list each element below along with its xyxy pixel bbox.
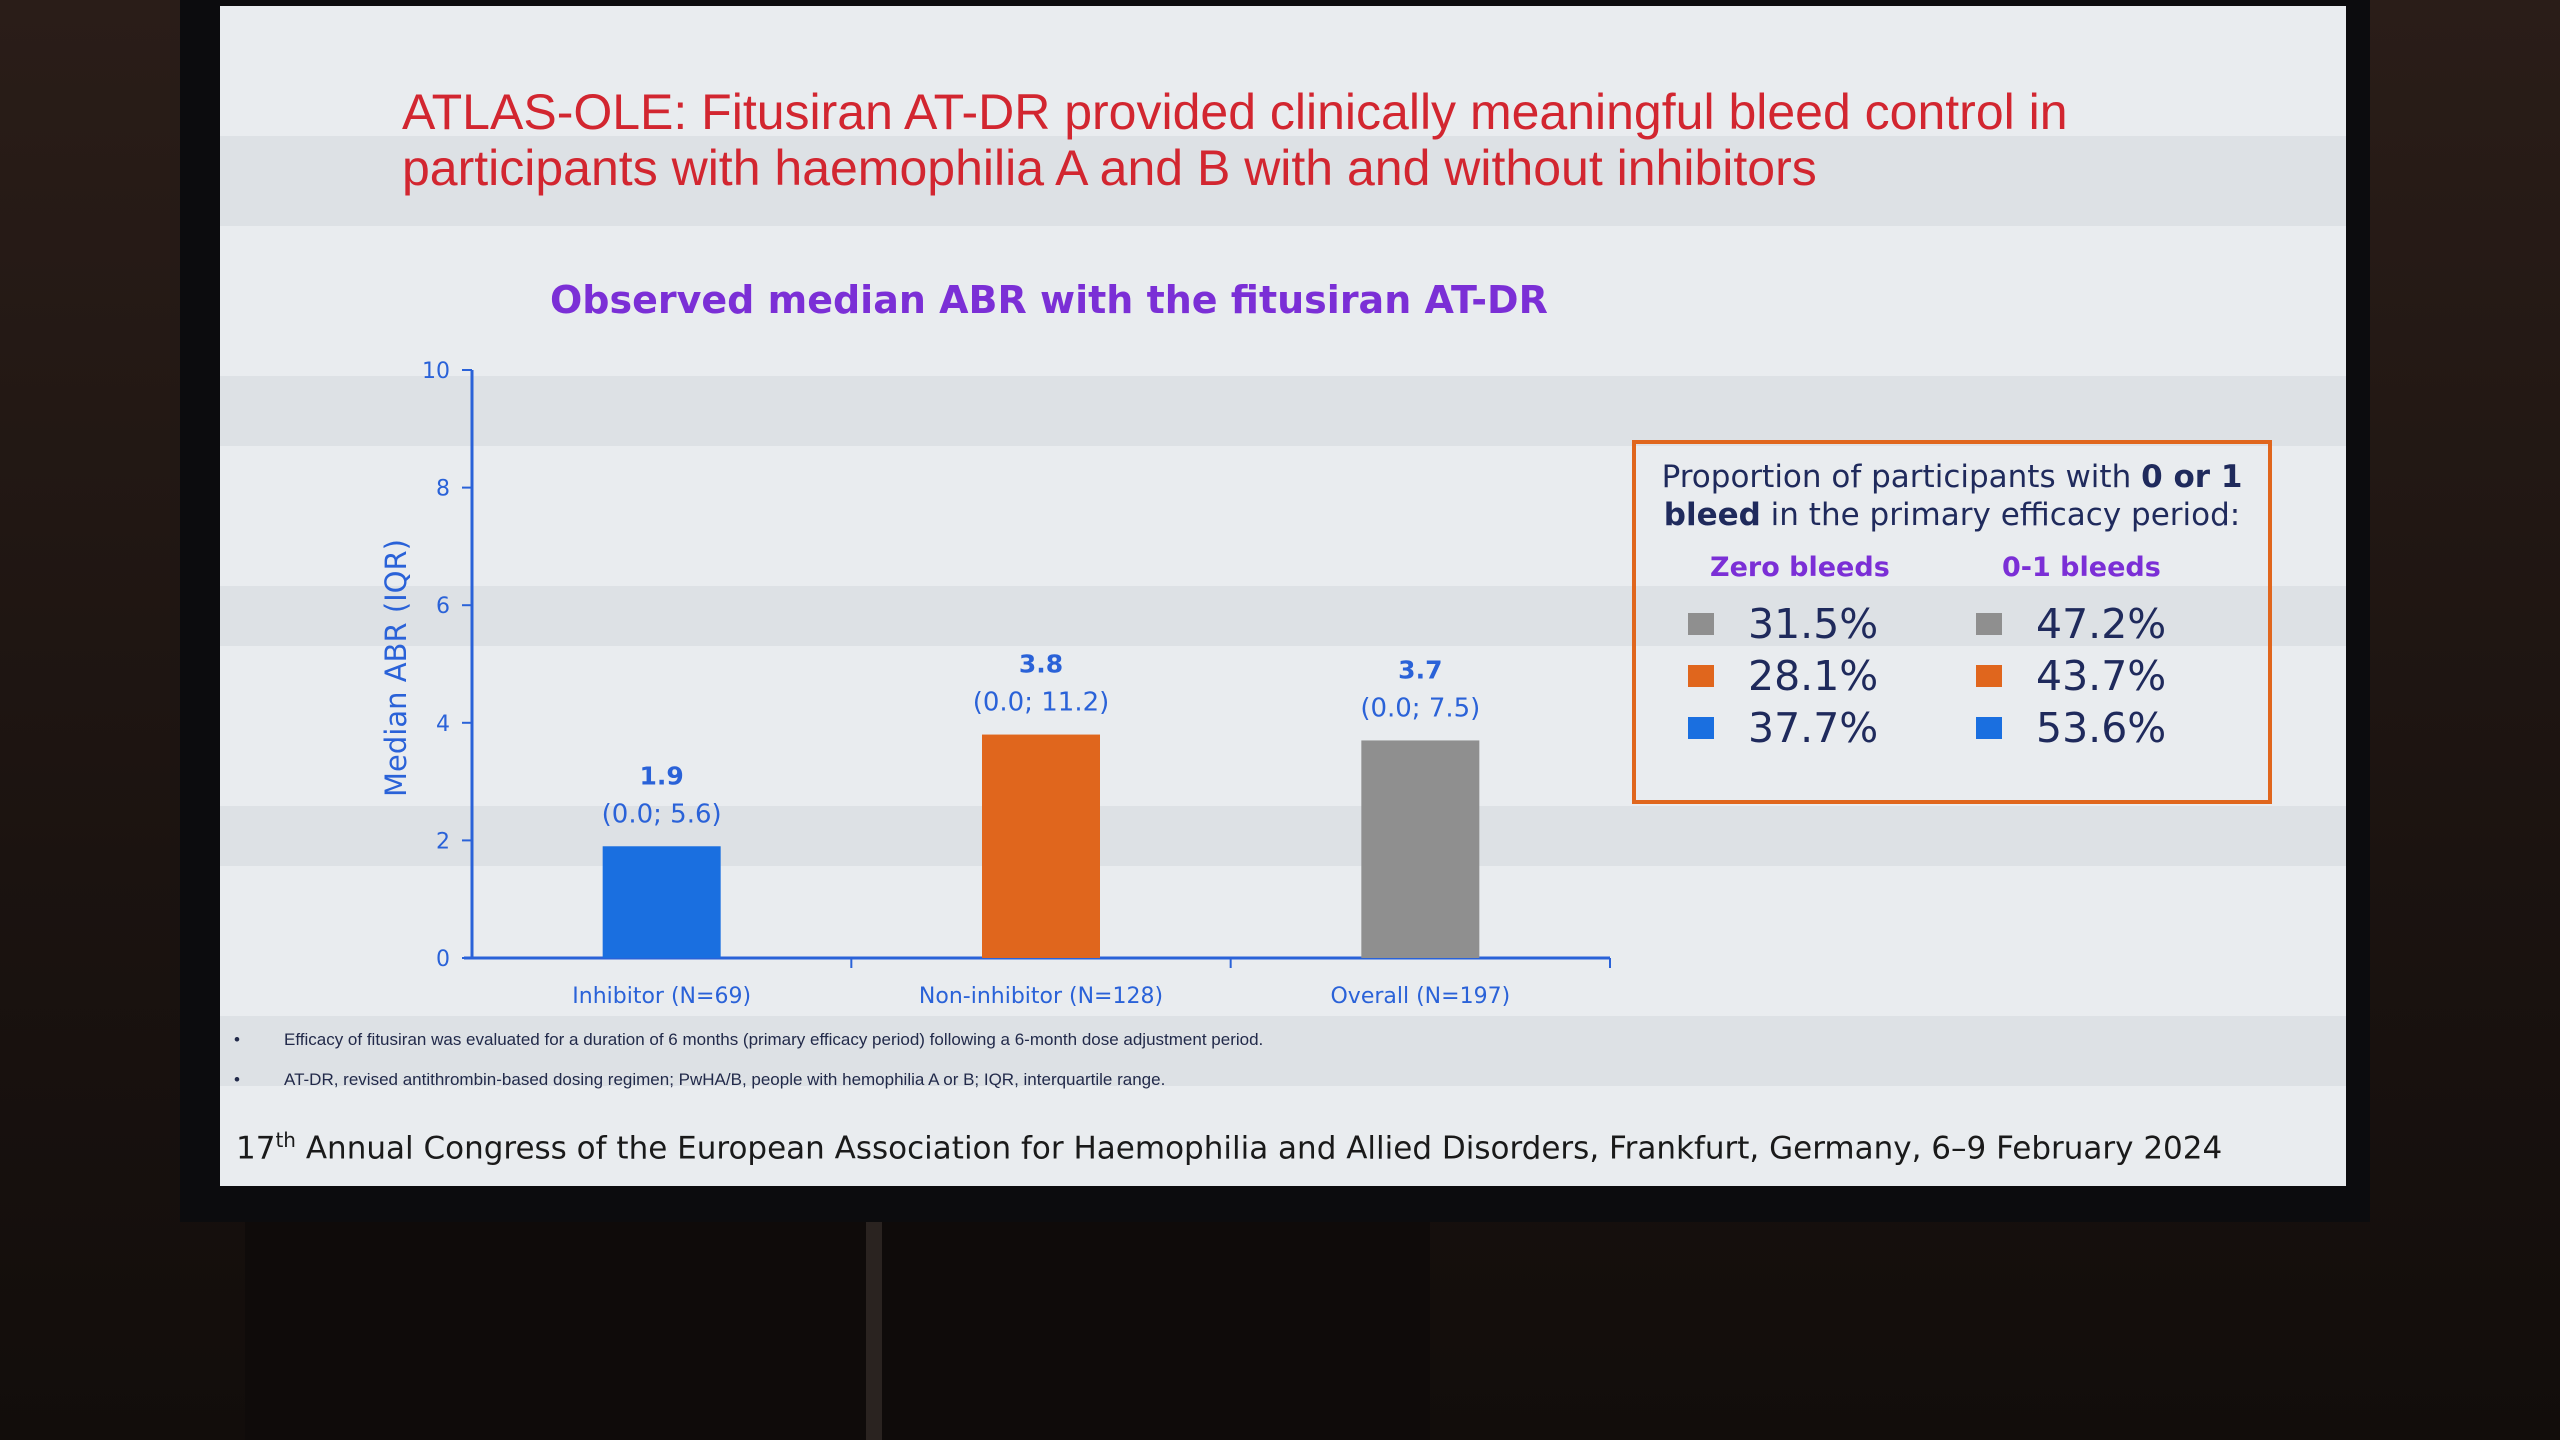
y-tick-label: 4 xyxy=(436,712,450,737)
box-heading-bold-1: 0 or 1 xyxy=(2141,459,2243,495)
y-tick-label: 8 xyxy=(436,477,450,502)
zero-bleeds-value: 37.7% xyxy=(1748,704,1879,752)
zero-bleeds-header: Zero bleeds xyxy=(1710,552,1890,583)
screen-scanline-band xyxy=(220,376,2346,446)
footnote-item: • AT-DR, revised antithrombin-based dosi… xyxy=(234,1070,2034,1110)
legend-swatch-blue xyxy=(1688,717,1714,739)
zero-one-bleeds-row-non-inhibitor: 43.7% xyxy=(1976,652,2166,700)
zero-bleeds-row-inhibitor: 37.7% xyxy=(1688,704,1878,752)
y-axis-label: Median ABR (IQR) xyxy=(379,539,413,797)
legend-swatch-gray xyxy=(1976,613,2002,635)
bar-value-label: 1.9 xyxy=(640,761,684,790)
footnote-text: Efficacy of fitusiran was evaluated for … xyxy=(284,1030,1264,1049)
zero-one-bleeds-header: 0-1 bleeds xyxy=(2002,552,2161,583)
bar-1 xyxy=(602,846,721,958)
footnote-text: AT-DR, revised antithrombin-based dosing… xyxy=(284,1070,1166,1089)
efficacy-proportion-box: Proportion of participants with 0 or 1 b… xyxy=(1632,440,2272,804)
legend-swatch-orange xyxy=(1688,665,1714,687)
legend-swatch-orange xyxy=(1976,665,2002,687)
footnote-item: • Efficacy of fitusiran was evaluated fo… xyxy=(234,1030,2034,1070)
bar-3 xyxy=(1361,740,1480,958)
bar-iqr-label: (0.0; 5.6) xyxy=(602,799,722,829)
bar-value-label: 3.8 xyxy=(1019,650,1063,679)
screen-scanline-band xyxy=(220,136,2346,226)
display-stand xyxy=(245,1222,1430,1440)
footnote-bullet: • xyxy=(234,1030,240,1049)
chart-title: Observed median ABR with the fitusiran A… xyxy=(550,278,1548,322)
bar-iqr-label: (0.0; 7.5) xyxy=(1360,693,1480,723)
bar-value-label: 3.7 xyxy=(1398,655,1442,684)
x-category-label: Inhibitor (N=69) xyxy=(572,984,751,1009)
stand-pole xyxy=(866,1222,882,1440)
slide-title-line-2: participants with haemophilia A and B wi… xyxy=(402,140,1817,196)
y-tick-label: 2 xyxy=(436,829,450,854)
zero-one-bleeds-value: 53.6% xyxy=(2036,704,2167,752)
bar-2 xyxy=(982,734,1100,958)
footer-text: Annual Congress of the European Associat… xyxy=(295,1130,2223,1167)
x-category-label: Overall (N=197) xyxy=(1330,984,1510,1009)
y-tick-label: 10 xyxy=(422,359,450,384)
zero-one-bleeds-row-inhibitor: 53.6% xyxy=(1976,704,2166,752)
box-heading-pre: Proportion of participants with xyxy=(1661,459,2142,495)
zero-bleeds-row-non-inhibitor: 28.1% xyxy=(1688,652,1878,700)
screen-scanline-band xyxy=(220,1016,2346,1086)
zero-one-bleeds-row-overall: 47.2% xyxy=(1976,600,2166,648)
legend-swatch-gray xyxy=(1688,613,1714,635)
footer-ordinal-suffix: th xyxy=(275,1128,296,1152)
legend-swatch-blue xyxy=(1976,717,2002,739)
x-category-label: Non-inhibitor (N=128) xyxy=(919,984,1163,1009)
zero-bleeds-row-overall: 31.5% xyxy=(1688,600,1878,648)
footnotes: • Efficacy of fitusiran was evaluated fo… xyxy=(234,1030,2034,1110)
box-heading-bold-2: bleed xyxy=(1663,497,1761,533)
zero-one-bleeds-value: 43.7% xyxy=(2036,652,2167,700)
footnote-bullet: • xyxy=(234,1070,240,1089)
box-heading-post: in the primary efficacy period: xyxy=(1760,497,2241,533)
presentation-slide: ATLAS-OLE: Fitusiran AT-DR provided clin… xyxy=(220,6,2346,1186)
zero-bleeds-value: 28.1% xyxy=(1748,652,1879,700)
slide-title: ATLAS-OLE: Fitusiran AT-DR provided clin… xyxy=(402,84,2242,196)
footer-ordinal-number: 17 xyxy=(236,1130,276,1167)
screen-scanline-band xyxy=(220,806,2346,866)
y-tick-label: 6 xyxy=(436,594,450,619)
zero-one-bleeds-value: 47.2% xyxy=(2036,600,2167,648)
y-tick-label: 0 xyxy=(436,947,450,972)
bar-chart: 0 2 4 6 8 10 Median ABR (IQR) 1.9 (0.0; 5.6) Inhi… xyxy=(379,359,1611,1009)
slide-title-line-1: ATLAS-OLE: Fitusiran AT-DR provided clin… xyxy=(402,84,2068,140)
box-heading: Proportion of participants with 0 or 1 b… xyxy=(1636,458,2268,534)
bar-iqr-label: (0.0; 11.2) xyxy=(973,688,1110,718)
zero-bleeds-value: 31.5% xyxy=(1748,600,1879,648)
congress-footer: 17th Annual Congress of the European Ass… xyxy=(236,1128,2222,1166)
